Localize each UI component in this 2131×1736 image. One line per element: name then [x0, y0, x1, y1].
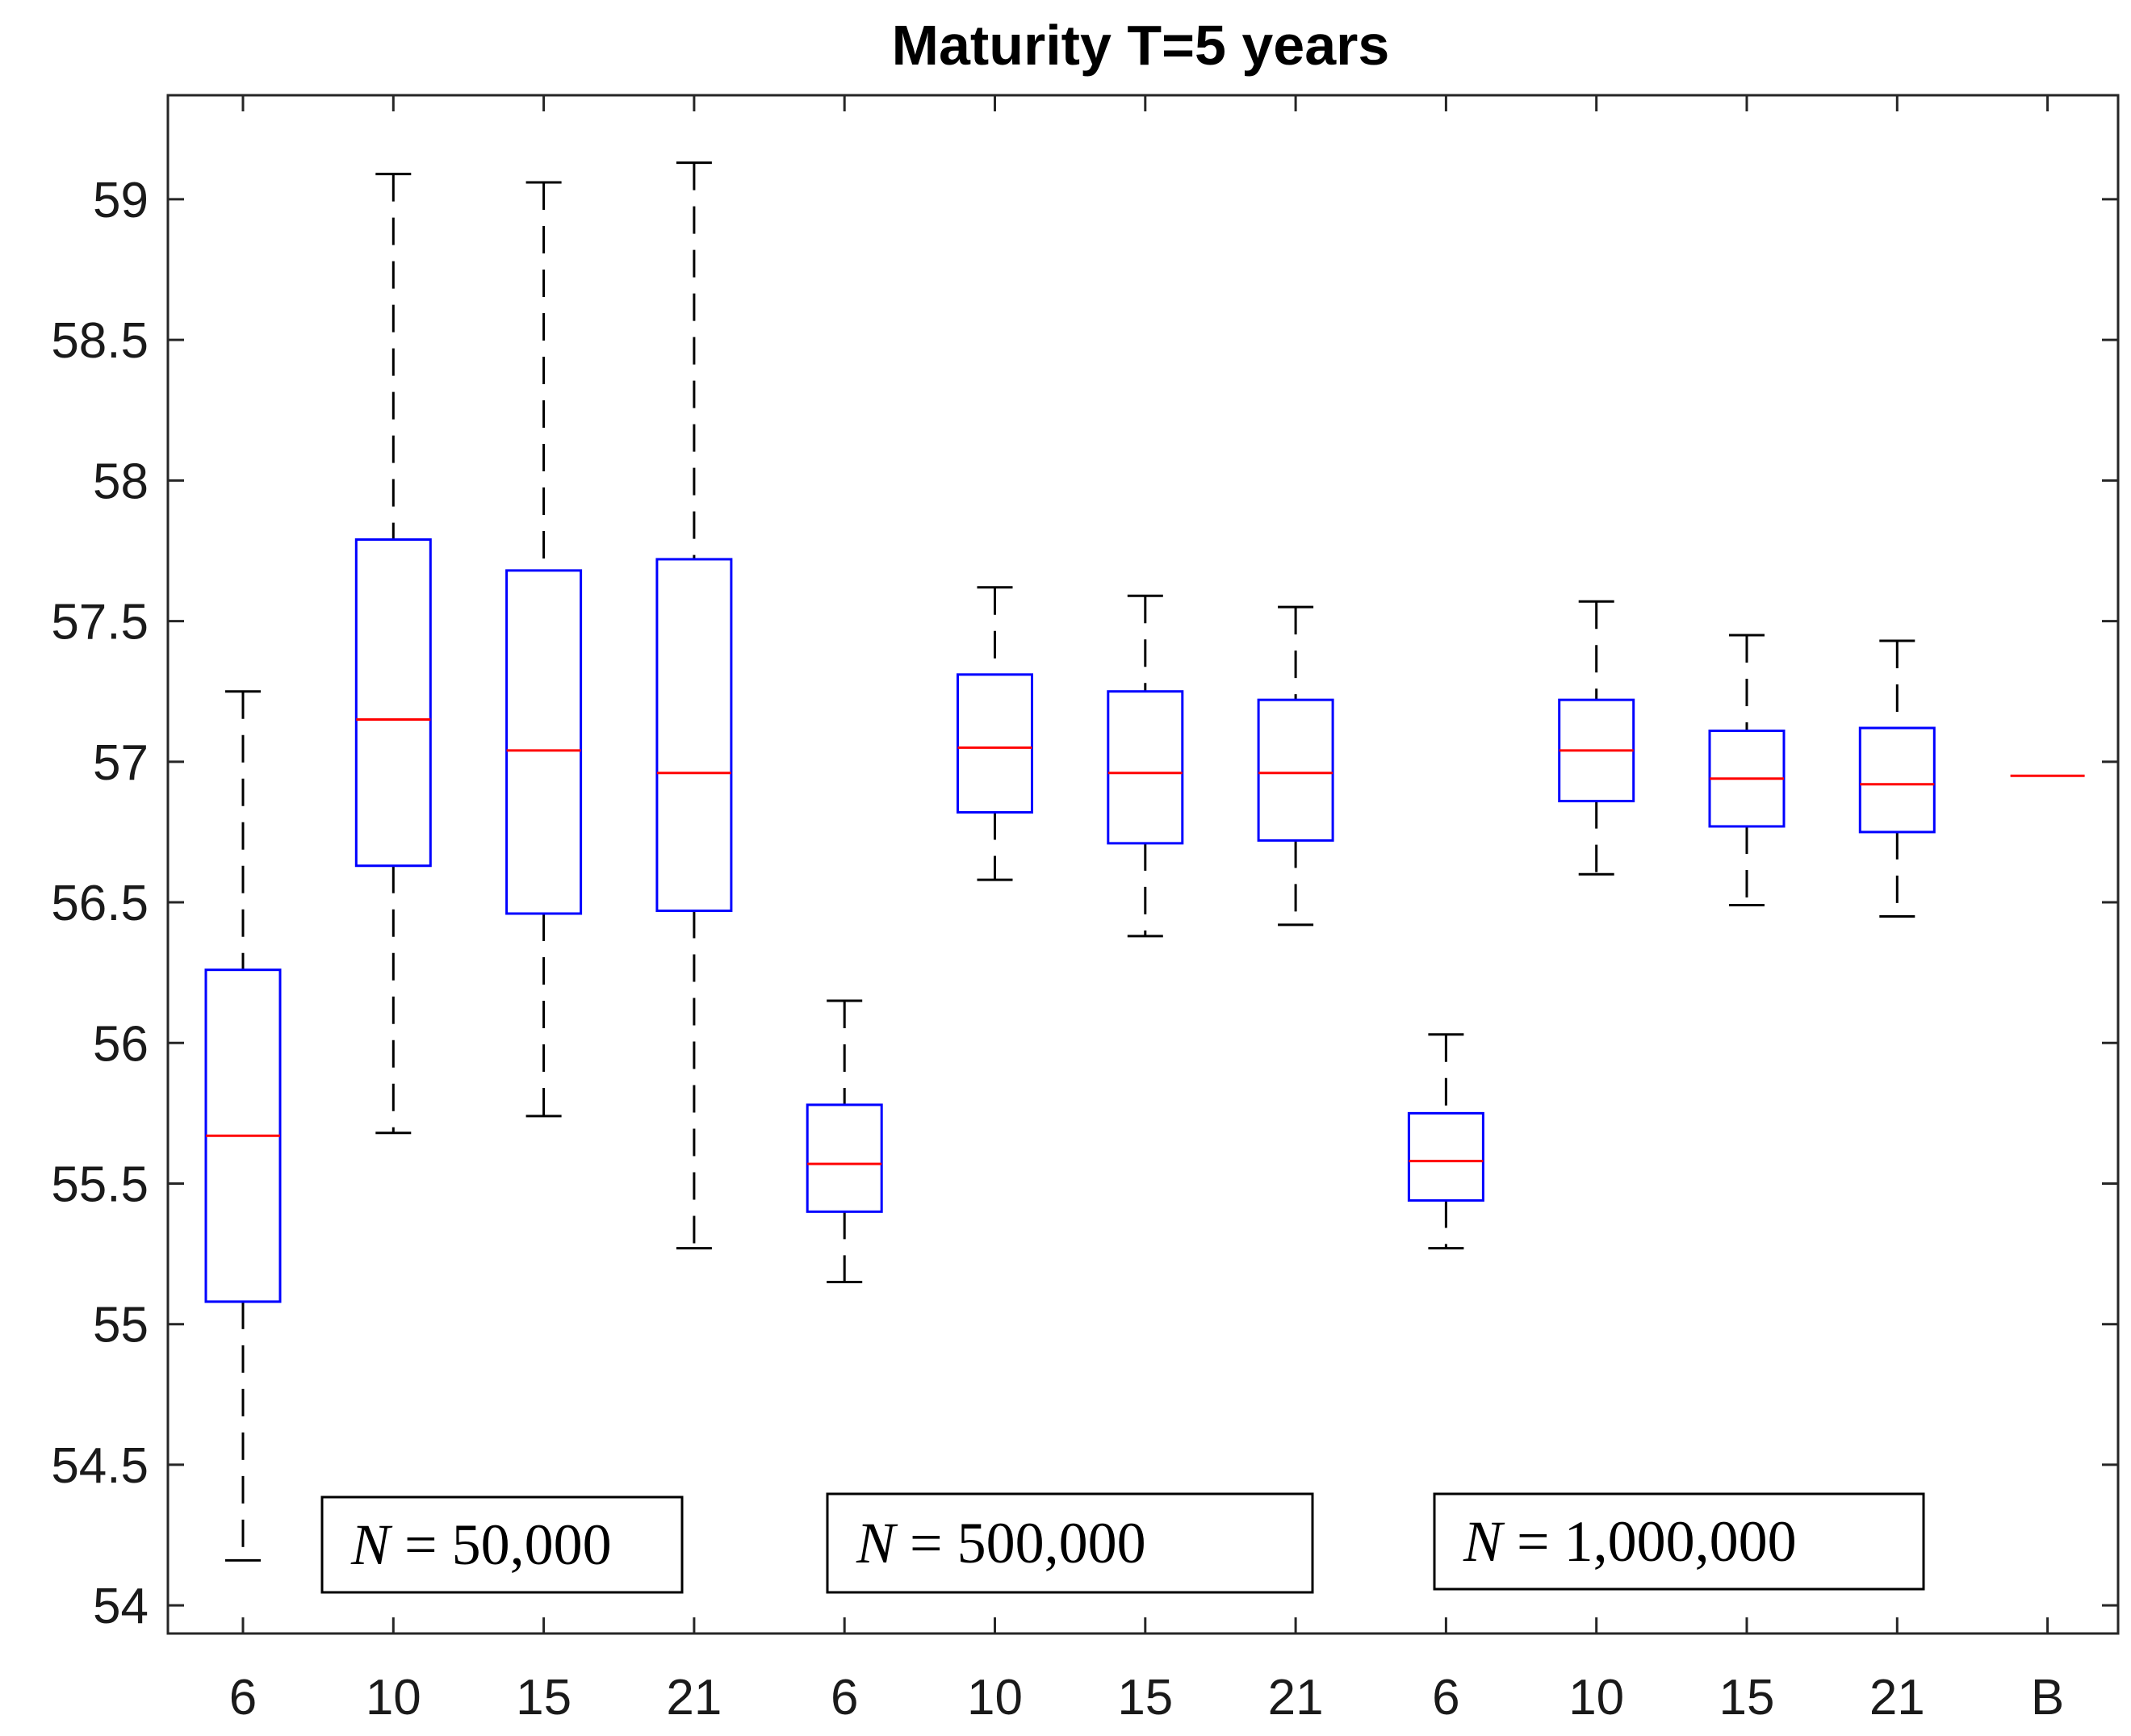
- iqr-box: [1257, 698, 1334, 842]
- x-tick-label: 6: [831, 1670, 858, 1726]
- box-group: [204, 690, 282, 1562]
- box-group: [1407, 1033, 1484, 1250]
- box-group: [1708, 634, 1786, 907]
- x-tick-label: 21: [1268, 1670, 1324, 1726]
- y-tick-label: 56.5: [51, 876, 149, 931]
- y-axis: 54 54.5 55 55.5 56 56.5 57 57.5 58 58.5 59: [51, 173, 2118, 1634]
- x-tick-label: 15: [1117, 1670, 1173, 1726]
- iqr-box: [1107, 690, 1184, 845]
- x-tick-label: 6: [1432, 1670, 1459, 1726]
- annotation-box: N = 50,000: [320, 1495, 684, 1594]
- box-group: [354, 173, 432, 1135]
- y-tick-label: 54.5: [51, 1438, 149, 1494]
- y-tick-label: 58: [93, 454, 149, 509]
- chart-title: Maturity T=5 years: [892, 14, 1390, 77]
- box-group: [505, 181, 583, 1118]
- annotation-box: N = 500,000: [826, 1492, 1314, 1594]
- box-group: [1558, 600, 1635, 876]
- box-group: [1107, 594, 1184, 938]
- x-tick-label: 10: [1568, 1670, 1624, 1726]
- annotation-frame: [1433, 1492, 1925, 1591]
- y-tick-label: 57: [93, 735, 149, 791]
- box-group: [957, 586, 1033, 881]
- annotation-box: N = 1,000,000: [1433, 1492, 1925, 1591]
- x-tick-label: 6: [229, 1670, 257, 1726]
- iqr-box: [1407, 1111, 1484, 1202]
- box-group: [1858, 639, 1936, 918]
- plot-area: [204, 161, 2085, 1562]
- y-tick-label: 56: [93, 1016, 149, 1072]
- x-tick-label: 15: [516, 1670, 571, 1726]
- iqr-box: [806, 1103, 883, 1213]
- y-tick-label: 55.5: [51, 1157, 149, 1212]
- iqr-box: [1858, 726, 1936, 834]
- annotation-label: N = 1,000,000: [1463, 1509, 1797, 1574]
- x-tick-label: 21: [666, 1670, 722, 1726]
- iqr-box: [505, 569, 583, 915]
- y-tick-label: 55: [93, 1298, 149, 1353]
- x-tick-label: 21: [1869, 1670, 1925, 1726]
- sample-size-annotations: N = 50,000 N = 500,000 N = 1,000,000: [320, 1492, 1925, 1594]
- y-tick-label: 58.5: [51, 313, 149, 369]
- y-tick-label: 57.5: [51, 595, 149, 650]
- y-tick-label: 59: [93, 173, 149, 228]
- axes-frame: [166, 94, 2120, 1635]
- x-tick-label: 10: [366, 1670, 421, 1726]
- box-group: [655, 161, 733, 1250]
- annotation-label: N = 50,000: [350, 1512, 612, 1577]
- iqr-box: [957, 673, 1033, 814]
- x-tick-label: 10: [967, 1670, 1023, 1726]
- x-axis: 6 10 15 21 6 10 15 21 6 10 15 21 B: [229, 95, 2064, 1726]
- annotation-frame: [826, 1492, 1314, 1594]
- annotation-label: N = 500,000: [856, 1511, 1146, 1575]
- x-tick-label: 15: [1719, 1670, 1775, 1726]
- annotation-frame: [320, 1495, 684, 1594]
- iqr-box: [655, 558, 733, 912]
- iqr-box: [354, 538, 432, 868]
- box-group: [1257, 605, 1334, 927]
- box-group: [806, 999, 883, 1283]
- x-tick-label: B: [2031, 1670, 2064, 1726]
- y-tick-label: 54: [93, 1579, 149, 1634]
